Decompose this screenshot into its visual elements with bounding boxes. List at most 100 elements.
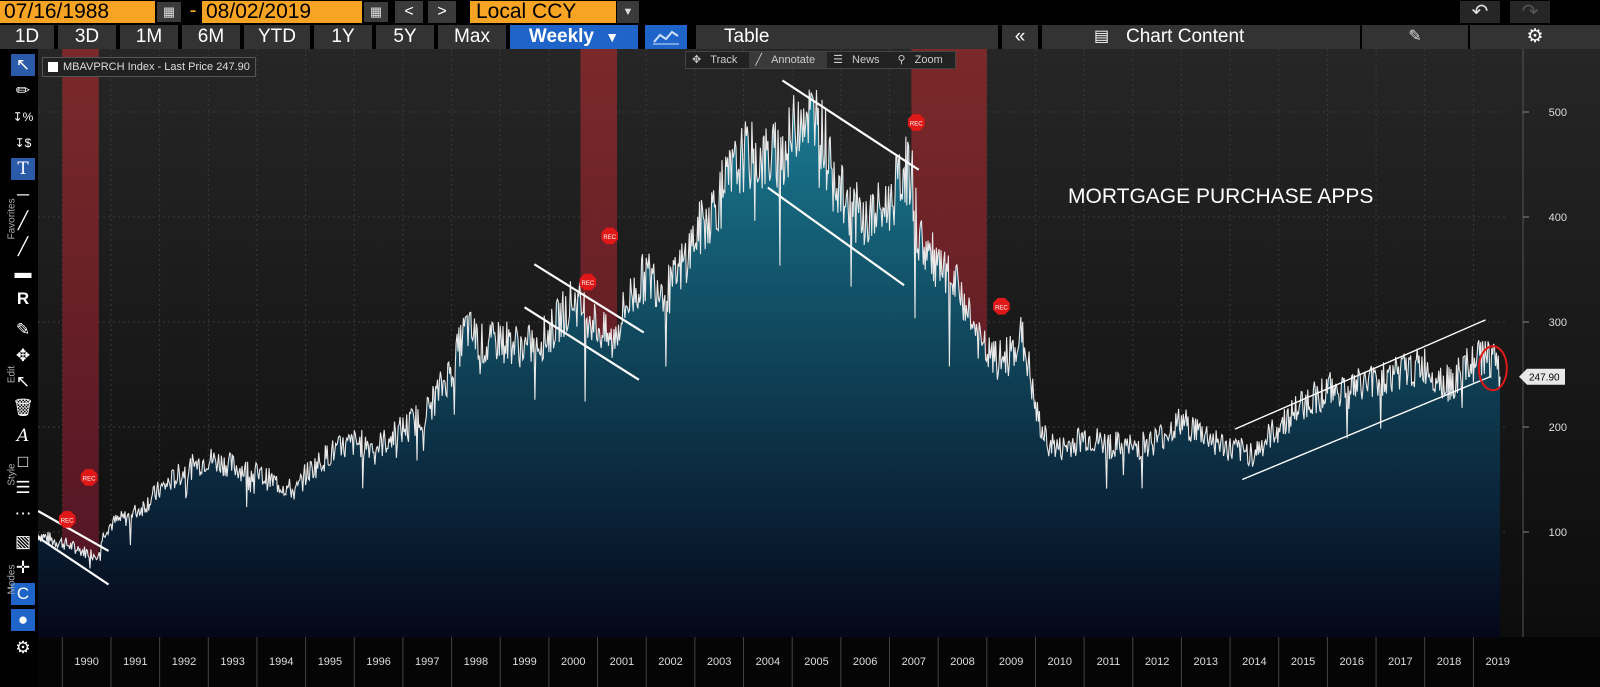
line-chart-glyph [653,30,679,45]
fill-color-icon[interactable]: □ [17,452,29,471]
date-range-bar: 07/16/1988 ▦ - 08/02/2019 ▦ < > Local CC… [0,0,1600,25]
ray-line-icon[interactable]: ╱ [17,237,29,256]
area-fill [38,89,1501,638]
pointer-icon[interactable]: ↖ [11,54,35,76]
news-mode[interactable]: ☰ News [827,52,891,68]
trend-lines [38,79,1508,586]
chart-content-button[interactable]: ▤ Chart Content [1042,25,1360,49]
recession-marker-label: REC [83,476,96,482]
period-1d[interactable]: 1D [0,25,54,49]
brush-icon[interactable]: ✎ [15,320,31,339]
x-tick-label: 1991 [123,656,147,668]
double-chevron-left-icon[interactable]: « [1002,25,1038,49]
calendar-icon[interactable]: ▦ [364,2,388,22]
channel-icon[interactable]: ▬ [14,263,32,282]
settings-gear-icon[interactable]: ⚙ [15,638,31,657]
period-max[interactable]: Max [438,25,506,49]
recession-marker [993,297,1010,315]
x-tick-label: 2001 [610,656,634,668]
frequency-label: Weekly [528,26,594,47]
drawing-toolbar: ↖ ✏ ↧% ↧$ T ─ ╱ ╱ ▬ R ✎ ✥ ↖ 🗑 A □ ☰ ⋯ ▧ … [0,49,38,687]
frequency-select[interactable]: Weekly ▼ [510,25,638,49]
series-legend[interactable]: MBAVPRCH Index - Last Price 247.90 [42,57,256,77]
prev-arrow-icon[interactable]: < [395,1,423,23]
end-date-field[interactable]: 08/02/2019 [202,1,362,23]
period-5y[interactable]: 5Y [376,25,434,49]
y-tick-label: 200 [1549,422,1567,434]
recession-marker-label: REC [910,122,923,128]
move-icon[interactable]: ✥ [15,346,31,365]
highlight-circle [1477,345,1508,392]
y-tick-label: 300 [1549,317,1567,329]
x-tick-label: 2000 [561,656,585,668]
y-tick-label: 100 [1549,527,1567,539]
pattern-icon[interactable]: ▧ [14,532,32,551]
redo-icon[interactable]: ↷ [1510,1,1550,23]
x-tick-label: 2012 [1145,656,1169,668]
period-6m[interactable]: 6M [182,25,240,49]
text-tool-icon[interactable]: T [11,158,35,180]
y-tick-label: 400 [1549,212,1567,224]
trend-line [767,186,905,287]
crosshair-mode-icon[interactable]: ✛ [15,558,31,577]
recession-marker-label: REC [995,305,1008,311]
dollar-scale-icon[interactable]: ↧$ [14,136,32,150]
annotate-mode[interactable]: ╱ Annotate [749,52,828,68]
start-date-field[interactable]: 07/16/1988 [0,1,155,23]
x-axis-strip [38,637,1600,687]
color-mode-icon[interactable]: ● [11,609,35,631]
period-ytd[interactable]: YTD [244,25,310,49]
y-axis: 100 200 300 400 500 [1522,49,1567,637]
period-1y[interactable]: 1Y [314,25,372,49]
series-area [38,89,1501,638]
percent-scale-icon[interactable]: ↧% [12,110,34,124]
recession-marker-label: REC [581,281,594,287]
trash-icon[interactable]: 🗑 [12,398,34,417]
trend-line-icon[interactable]: ╱ [17,211,29,230]
x-tick-label: 2015 [1291,656,1315,668]
x-tick-label: 1999 [512,656,536,668]
x-tick-label: 1998 [464,656,488,668]
x-axis: 1990 1991 1992 1993 1994 1995 1996 1997 1998 1999… [61,637,1510,687]
gear-icon[interactable]: ⚙ [1470,25,1600,49]
news-label: News [852,54,880,66]
line-style-icon[interactable]: ⋯ [14,504,32,523]
trend-line [781,79,920,171]
currency-select[interactable]: Local CCY [470,1,616,23]
calendar-icon[interactable]: ▦ [157,2,181,22]
horizontal-line-icon[interactable]: ─ [16,185,30,204]
zoom-label: Zoom [914,54,943,66]
recession-marker-label: REC [603,235,616,241]
pen-icon[interactable]: ✏ [15,81,31,100]
recession-marker [58,511,76,528]
period-3d[interactable]: 3D [58,25,116,49]
zoom-mode[interactable]: ⚲ Zoom [892,52,955,68]
favorites-section-label: Favorites [6,198,18,240]
chart-mini-toolbar: ✥ Track ╱ Annotate ☰ News ⚲ Zoom [685,51,956,69]
undo-icon[interactable]: ↶ [1460,1,1500,23]
trend-line [523,306,640,381]
x-tick-label: 2005 [804,656,828,668]
chevron-down-icon[interactable]: ▼ [617,1,639,23]
track-label: Track [710,54,738,66]
table-button[interactable]: Table [696,25,998,49]
font-style-icon[interactable]: A [16,426,30,446]
x-tick-label: 1994 [269,656,293,668]
legend-label: MBAVPRCH Index - Last Price 247.90 [63,61,250,73]
magnet-icon[interactable]: C [11,583,35,605]
recession-marker [907,114,925,131]
track-mode[interactable]: ✥ Track [686,52,749,68]
edit-pencil-icon[interactable]: ✎ [1362,25,1468,49]
next-arrow-icon[interactable]: > [428,1,456,23]
line-chart-icon[interactable] [645,25,687,49]
line-width-icon[interactable]: ☰ [15,478,31,497]
edit-section-label: Edit [6,365,18,384]
trend-line [38,536,110,586]
x-tick-label: 2008 [950,656,974,668]
retracement-icon[interactable]: R [16,289,30,308]
period-1m[interactable]: 1M [120,25,178,49]
x-tick-label: 2019 [1485,656,1509,668]
select-edit-icon[interactable]: ↖ [15,372,31,391]
x-tick-label: 2007 [902,656,926,668]
